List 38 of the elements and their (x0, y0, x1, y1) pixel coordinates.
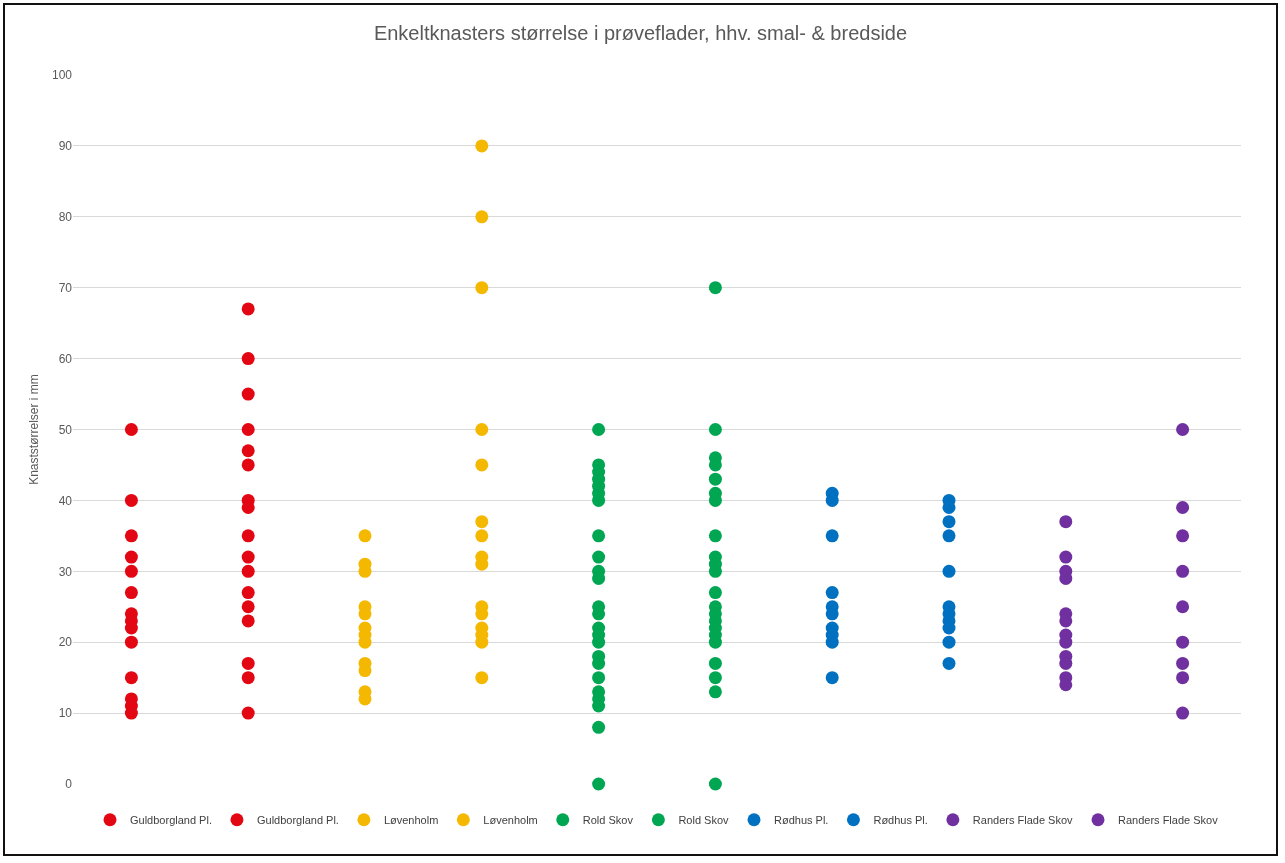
legend-label: Rødhus Pl. (774, 814, 829, 827)
point (1059, 515, 1073, 529)
point (708, 671, 722, 685)
point (124, 423, 138, 436)
legend-label: Rødhus Pl. (873, 814, 928, 827)
y-tick-label: 0 (65, 777, 73, 792)
legend-label: Løvenholm (383, 814, 439, 827)
legend-label: Rold Skov (582, 814, 634, 827)
y-tick-label: 100 (51, 68, 73, 83)
legend-label: Løvenholm (483, 814, 538, 827)
point (592, 720, 606, 734)
point (1176, 423, 1190, 436)
y-tick-label: 90 (58, 139, 73, 154)
y-tick-label: 80 (58, 210, 73, 224)
legend-label: Randers Flade Skov (972, 814, 1074, 827)
point (592, 671, 606, 685)
y-tick-label: 30 (58, 564, 73, 579)
y-tick-label: 60 (58, 351, 73, 366)
y-tick-label: 10 (58, 706, 73, 721)
point (708, 777, 722, 791)
y-tick-label: 70 (58, 280, 73, 295)
point (475, 139, 489, 153)
point (708, 656, 722, 670)
legend-label: Rold Skov (678, 814, 730, 827)
point (592, 777, 606, 791)
y-tick-label: 40 (58, 493, 73, 508)
point (708, 685, 722, 699)
legend-label: Guldborgland Pl. (130, 814, 212, 827)
y-tick-label: 50 (58, 422, 73, 437)
legend-label: Guldborgland Pl. (256, 814, 339, 827)
y-axis-title: Knaststørrelser i mm (27, 374, 42, 485)
legend-label: Randers Flade Skov (1118, 814, 1219, 827)
point (592, 423, 606, 436)
y-tick-label: 20 (58, 635, 73, 650)
point (241, 302, 255, 316)
chart-title: Enkeltknasters størrelse i prøveflader, hhv. smal- & bredside (373, 22, 908, 45)
point (708, 281, 722, 295)
point (358, 529, 372, 543)
